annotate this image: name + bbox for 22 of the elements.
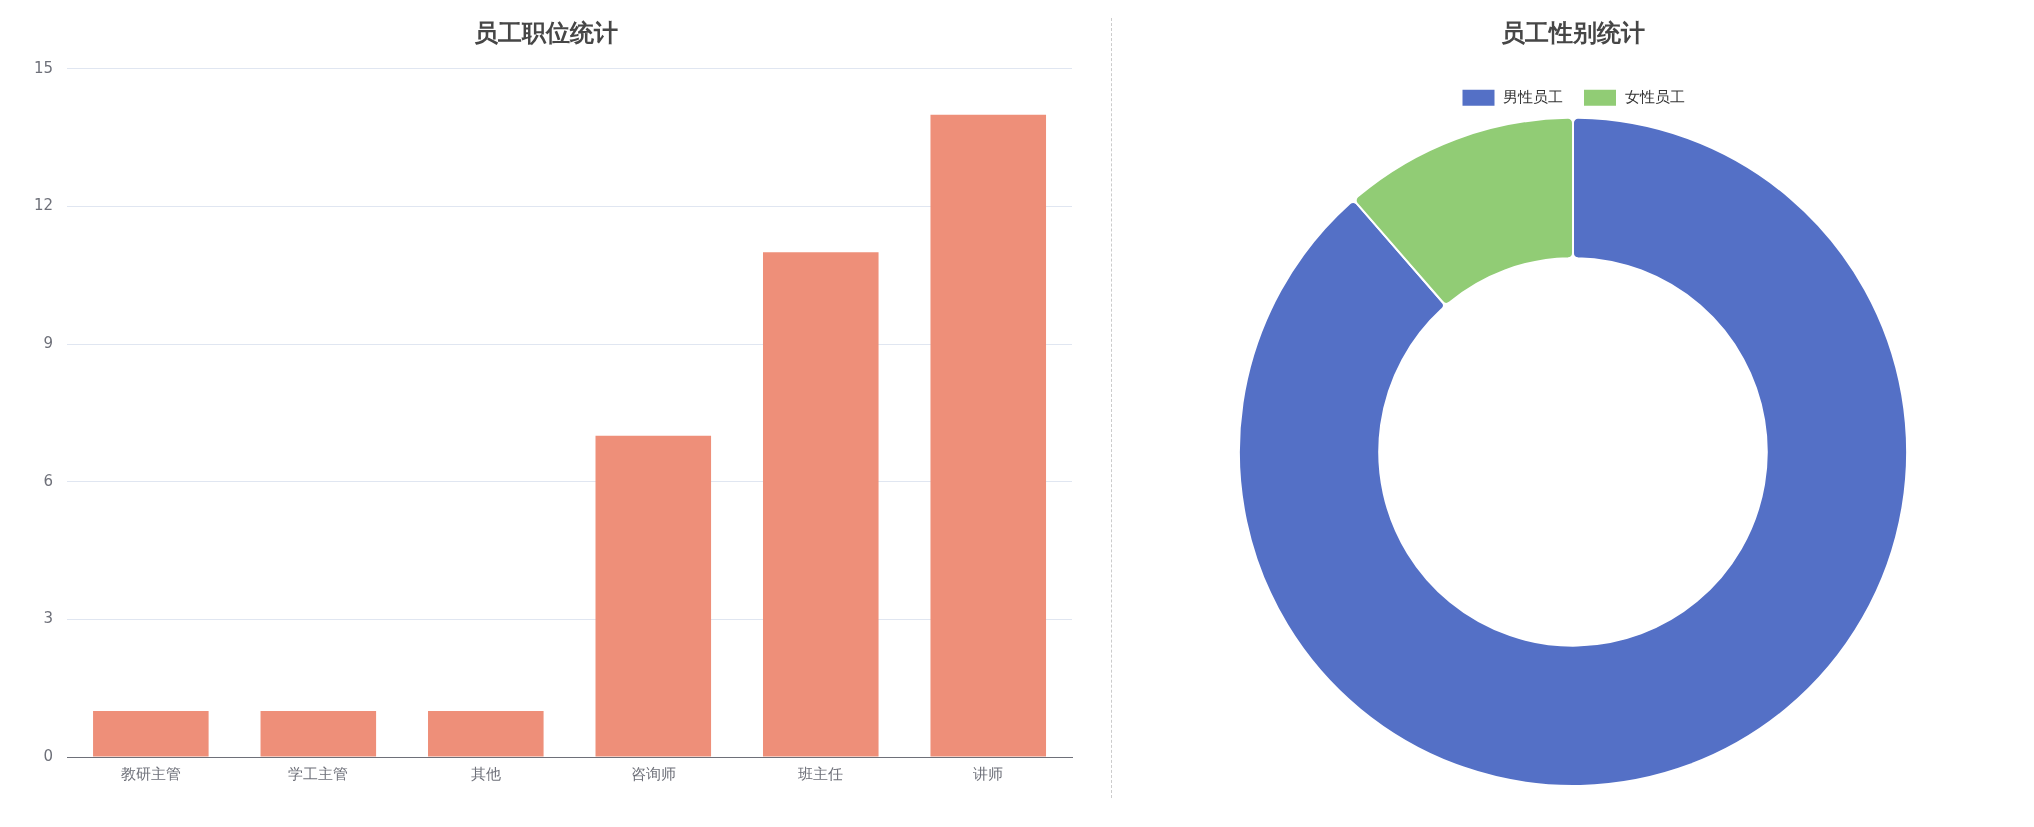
x-tick-label: 学工主管	[288, 764, 349, 783]
y-tick-label: 15	[33, 58, 54, 77]
y-tick-label: 6	[43, 471, 54, 490]
x-tick-label: 教研主管	[120, 764, 181, 783]
x-tick-label: 讲师	[973, 764, 1004, 783]
y-tick-label: 9	[43, 333, 54, 352]
x-tick-label: 咨询师	[630, 764, 676, 783]
bar	[93, 711, 209, 757]
y-tick-label: 0	[43, 746, 54, 765]
y-tick-label: 12	[33, 196, 54, 215]
bar	[762, 252, 879, 757]
y-tick-label: 3	[43, 609, 54, 628]
bar	[930, 114, 1047, 757]
chart-title: 员工性别统计	[1501, 18, 1645, 47]
x-tick-label: 其他	[470, 764, 501, 783]
x-tick-label: 班主任	[798, 764, 844, 783]
legend-label: 女性员工	[1624, 87, 1685, 106]
bar	[260, 711, 377, 757]
legend-label: 男性员工	[1503, 87, 1563, 106]
bar	[595, 435, 712, 757]
chart-title: 员工职位统计	[474, 18, 618, 47]
bar	[428, 711, 544, 757]
